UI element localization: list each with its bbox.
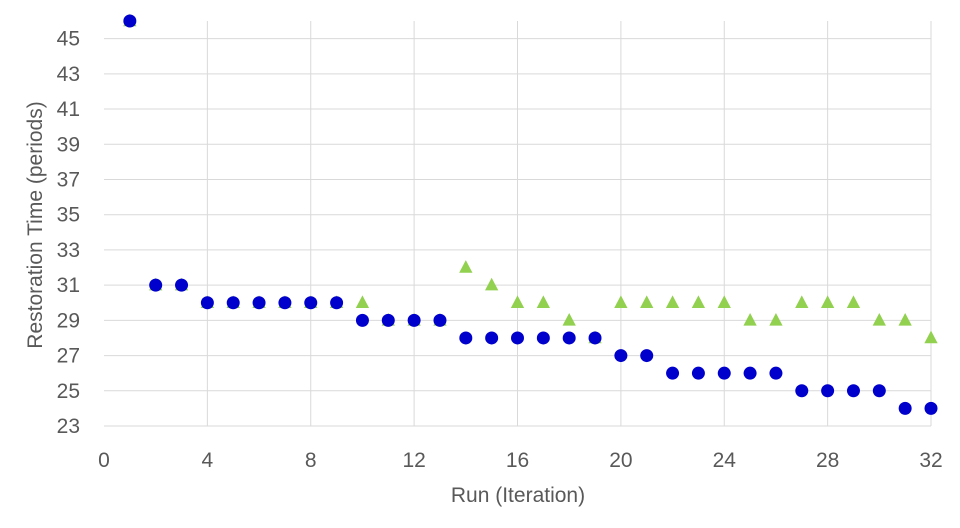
triangle-point: [459, 260, 473, 273]
circle-point: [872, 384, 886, 398]
x-tick-label: 28: [816, 449, 839, 472]
triangle-point: [717, 295, 731, 308]
y-tick-label: 35: [57, 204, 80, 227]
triangle-point: [485, 277, 499, 291]
series-triangle: [123, 13, 938, 344]
circle-point: [252, 296, 266, 310]
circle-point: [485, 331, 499, 345]
circle-point: [743, 366, 757, 380]
x-tick-label: 12: [402, 449, 425, 472]
triangle-point: [536, 295, 550, 308]
circle-point: [640, 349, 654, 363]
y-tick-label: 33: [57, 239, 80, 262]
circle-point: [278, 296, 292, 310]
triangle-point: [898, 312, 912, 326]
series-circle: [123, 14, 938, 415]
circle-point: [898, 401, 912, 415]
triangle-point: [562, 312, 576, 326]
triangle-point: [640, 295, 654, 308]
circle-point: [769, 366, 783, 380]
x-tick-label: 24: [713, 449, 737, 472]
circle-point: [330, 296, 344, 310]
circle-point: [381, 313, 395, 327]
triangle-point: [355, 295, 370, 308]
y-tick-label: 37: [57, 168, 80, 191]
triangle-point: [795, 295, 809, 308]
y-tick-label: 41: [57, 98, 80, 121]
x-tick-label: 20: [609, 449, 632, 472]
circle-point: [588, 331, 602, 345]
circle-point: [304, 296, 318, 310]
data-series: [123, 13, 938, 415]
circle-point: [795, 384, 809, 398]
triangle-point: [743, 312, 757, 326]
x-tick-label: 32: [919, 449, 942, 472]
triangle-point: [820, 295, 835, 308]
triangle-point: [691, 295, 706, 308]
triangle-point: [614, 295, 628, 308]
y-tick-label: 31: [57, 274, 80, 297]
triangle-point: [924, 330, 938, 344]
y-axis-title: Restoration Time (periods): [24, 101, 47, 348]
circle-point: [459, 331, 473, 345]
circle-point: [562, 331, 576, 345]
circle-point: [407, 313, 421, 327]
circle-point: [149, 278, 163, 292]
x-tick-label: 0: [98, 449, 110, 472]
y-tick-label: 45: [57, 28, 80, 51]
y-tick-label: 29: [57, 309, 80, 332]
circle-point: [355, 313, 369, 327]
circle-point: [666, 366, 680, 380]
triangle-point: [769, 312, 783, 326]
circle-point: [924, 401, 938, 415]
y-tick-label: 27: [57, 345, 80, 368]
circle-point: [226, 296, 240, 310]
circle-point: [123, 14, 137, 28]
circle-point: [717, 366, 731, 380]
triangle-point: [846, 295, 861, 308]
grid: [104, 21, 932, 427]
circle-point: [821, 384, 835, 398]
circle-point: [433, 313, 447, 327]
tick-labels: 23 25 27 29 31 33 35 37 39 41 43 45 0 4 8 12 16 20 24 28 32: [57, 28, 943, 472]
triangle-point: [872, 312, 886, 326]
triangle-point: [510, 295, 525, 308]
circle-point: [691, 366, 705, 380]
x-tick-label: 8: [305, 449, 317, 472]
circle-point: [200, 296, 214, 310]
y-tick-label: 23: [57, 415, 80, 438]
circle-point: [511, 331, 524, 345]
circle-point: [614, 349, 628, 363]
y-tick-label: 39: [57, 133, 80, 156]
y-tick-label: 25: [57, 380, 80, 403]
x-axis-title: Run (Iteration): [451, 484, 585, 507]
y-tick-label: 43: [57, 63, 80, 86]
circle-point: [846, 384, 860, 398]
circle-point: [175, 278, 189, 292]
x-tick-label: 4: [202, 449, 214, 472]
triangle-point: [665, 295, 680, 308]
circle-point: [536, 331, 550, 345]
x-tick-label: 16: [506, 449, 529, 472]
